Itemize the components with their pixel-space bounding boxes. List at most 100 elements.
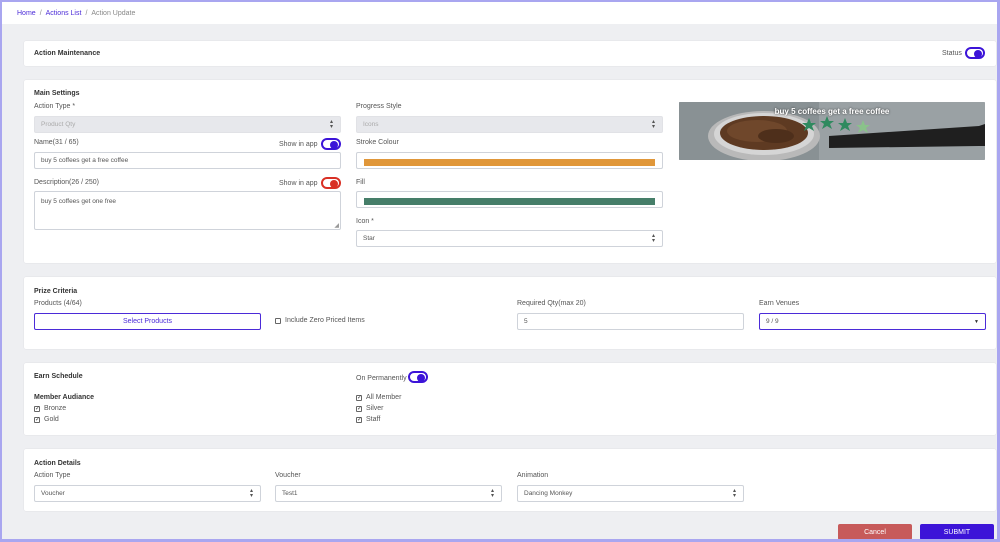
voucher-label: Voucher: [275, 472, 301, 479]
toggle-knob: [974, 50, 982, 58]
checkbox-checked-icon[interactable]: ✓: [34, 416, 41, 423]
member-audience-title: Member Audiance: [34, 394, 95, 401]
checkbox-checked-icon[interactable]: ✓: [34, 405, 41, 412]
select-arrows-icon: ▴ ▾: [651, 233, 655, 244]
name-label: Name(31 / 65): [34, 139, 79, 146]
select-arrows-icon: ▴ ▾: [490, 488, 494, 499]
icon-value: Star: [363, 235, 375, 242]
include-zero-priced-label: Include Zero Priced Items: [285, 317, 365, 324]
fill-colour-picker[interactable]: [356, 191, 663, 208]
cancel-button[interactable]: Cancel: [838, 524, 912, 540]
progress-style-select: Icons ▴ ▾: [356, 116, 663, 133]
required-qty-label: Required Qty(max 20): [517, 300, 586, 307]
select-arrows-icon: ▴ ▾: [732, 488, 736, 499]
toggle-knob: [417, 374, 425, 382]
description-textarea[interactable]: buy 5 coffees get one free ◢: [34, 191, 341, 230]
name-value: buy 5 coffees get a free coffee: [41, 157, 129, 164]
earn-venues-label: Earn Venues: [759, 300, 800, 307]
select-arrows-icon: ▴ ▾: [249, 488, 253, 499]
toggle-knob: [330, 180, 338, 188]
member-all-label: All Member: [366, 394, 402, 401]
member-silver-checkbox[interactable]: ✓ Silver: [356, 405, 384, 412]
preview-image: buy 5 coffees get a free coffee: [679, 102, 985, 160]
breadcrumb-separator: /: [85, 10, 88, 17]
voucher-value: Test1: [282, 490, 298, 497]
main-content: Action Maintenance Status Main Settings …: [2, 24, 997, 540]
checkbox-box[interactable]: [275, 317, 281, 324]
action-maintenance-title: Action Maintenance: [34, 50, 101, 57]
breadcrumb-home[interactable]: Home: [17, 10, 36, 17]
name-show-in-app-label: Show in app: [279, 141, 318, 148]
checkbox-checked-icon[interactable]: ✓: [356, 394, 363, 401]
member-staff-checkbox[interactable]: ✓ Staff: [356, 416, 380, 423]
select-products-button[interactable]: Select Products: [34, 313, 261, 330]
select-arrows-icon: ▴ ▾: [651, 119, 655, 130]
member-silver-label: Silver: [366, 405, 384, 412]
on-permanently-label: On Permanently: [356, 375, 407, 382]
earn-schedule-title: Earn Schedule: [34, 373, 83, 380]
resize-handle-icon[interactable]: ◢: [334, 223, 339, 229]
caret-down-icon: ▼: [974, 319, 979, 325]
member-bronze-label: Bronze: [44, 405, 67, 412]
description-label: Description(26 / 250): [34, 179, 99, 186]
earn-schedule-card: Earn Schedule On Permanently Member Audi…: [24, 363, 996, 435]
products-label: Products (4/64): [34, 300, 82, 307]
progress-style-label: Progress Style: [356, 103, 402, 110]
name-input[interactable]: buy 5 coffees get a free coffee: [34, 152, 341, 169]
select-arrows-icon: ▴ ▾: [329, 119, 333, 130]
description-value: buy 5 coffees get one free: [41, 198, 117, 205]
action-type-label: Action Type *: [34, 103, 76, 110]
checkbox-checked-icon[interactable]: ✓: [356, 405, 363, 412]
main-settings-card: Main Settings Action Type * Product Qty …: [24, 80, 996, 263]
description-show-in-app-label: Show in app: [279, 180, 318, 187]
toggle-knob: [330, 141, 338, 149]
prize-criteria-title: Prize Criteria: [34, 288, 78, 295]
icon-label: Icon *: [356, 218, 374, 225]
preview-title: buy 5 coffees get a free coffee: [774, 107, 890, 116]
stroke-colour-label: Stroke Colour: [356, 139, 399, 146]
name-show-in-app-toggle[interactable]: [321, 138, 341, 150]
action-maintenance-card: Action Maintenance Status: [24, 41, 996, 66]
required-qty-input[interactable]: 5: [517, 313, 744, 330]
details-action-type-select[interactable]: Voucher ▴ ▾: [34, 485, 261, 502]
fill-label: Fill: [356, 179, 365, 186]
animation-select[interactable]: Dancing Monkey ▴ ▾: [517, 485, 744, 502]
status-label: Status: [942, 50, 962, 57]
description-show-in-app-toggle[interactable]: [321, 177, 341, 189]
animation-value: Dancing Monkey: [524, 490, 573, 497]
checkbox-checked-icon[interactable]: ✓: [356, 416, 363, 423]
earn-venues-value: 9 / 9: [766, 318, 779, 325]
member-staff-label: Staff: [366, 416, 381, 423]
breadcrumb-separator: /: [39, 10, 42, 17]
action-type-select: Product Qty ▴ ▾: [34, 116, 341, 133]
icon-select[interactable]: Star ▴ ▾: [356, 230, 663, 247]
details-action-type-label: Action Type: [34, 472, 71, 479]
required-qty-value: 5: [524, 318, 528, 325]
breadcrumb-actions-list[interactable]: Actions List: [45, 10, 82, 17]
action-type-value: Product Qty: [41, 121, 76, 128]
breadcrumb: Home / Actions List / Action Update: [17, 10, 135, 17]
earn-venues-select[interactable]: 9 / 9 ▼: [759, 313, 986, 330]
progress-style-value: Icons: [363, 121, 379, 128]
member-bronze-checkbox[interactable]: ✓ Bronze: [34, 405, 66, 412]
prize-criteria-card: Prize Criteria Products (4/64) Select Pr…: [24, 277, 996, 349]
main-settings-title: Main Settings: [34, 90, 80, 97]
action-details-title: Action Details: [34, 460, 81, 467]
member-all-checkbox[interactable]: ✓ All Member: [356, 394, 401, 401]
breadcrumb-current: Action Update: [91, 10, 136, 17]
stroke-colour-swatch: [364, 159, 655, 166]
voucher-select[interactable]: Test1 ▴ ▾: [275, 485, 502, 502]
include-zero-priced-checkbox[interactable]: Include Zero Priced Items: [275, 317, 365, 324]
animation-label: Animation: [517, 472, 549, 479]
status-toggle[interactable]: [965, 47, 985, 59]
submit-button[interactable]: SUBMIT: [920, 524, 994, 540]
top-bar: Home / Actions List / Action Update: [2, 2, 997, 24]
on-permanently-toggle[interactable]: [408, 371, 428, 383]
member-gold-checkbox[interactable]: ✓ Gold: [34, 416, 59, 423]
fill-colour-swatch: [364, 198, 655, 205]
member-gold-label: Gold: [44, 416, 59, 423]
stroke-colour-picker[interactable]: [356, 152, 663, 169]
coffee-portafilter-image: [679, 102, 985, 160]
action-details-card: Action Details Action Type Voucher ▴ ▾ Vo…: [24, 449, 996, 511]
details-action-type-value: Voucher: [41, 490, 65, 497]
